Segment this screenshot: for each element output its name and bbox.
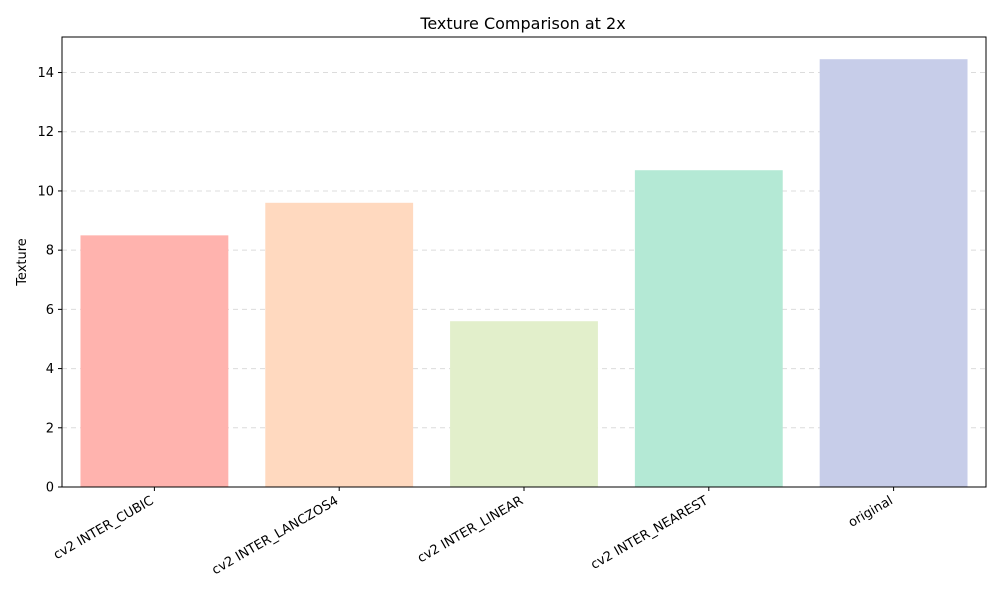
bar xyxy=(80,235,229,487)
y-axis-label: Texture xyxy=(15,238,30,287)
bars xyxy=(80,59,968,487)
bar xyxy=(634,170,783,487)
y-tick-label: 6 xyxy=(46,303,54,318)
chart-title: Texture Comparison at 2x xyxy=(419,14,625,33)
x-tick-label: cv2 INTER_LANCZOS4 xyxy=(210,493,342,578)
x-tick-label: cv2 INTER_LINEAR xyxy=(415,493,526,566)
y-tick-label: 4 xyxy=(46,362,54,377)
y-tick-label: 2 xyxy=(46,421,54,436)
x-axis: cv2 INTER_CUBIC cv2 INTER_LANCZOS4 cv2 INT… xyxy=(51,487,896,578)
x-tick-label: original xyxy=(846,493,896,530)
y-tick-label: 12 xyxy=(37,125,54,140)
bar xyxy=(265,202,414,487)
bar xyxy=(450,321,598,487)
bar xyxy=(819,59,968,487)
y-tick-label: 10 xyxy=(37,184,54,199)
y-tick-label: 0 xyxy=(46,481,54,496)
y-axis: 0 2 4 6 8 10 12 14 xyxy=(37,66,62,496)
y-tick-label: 8 xyxy=(46,244,54,259)
y-tick-label: 14 xyxy=(37,66,54,81)
x-tick-label: cv2 INTER_CUBIC xyxy=(51,493,156,562)
x-tick-label: cv2 INTER_NEAREST xyxy=(588,493,711,572)
